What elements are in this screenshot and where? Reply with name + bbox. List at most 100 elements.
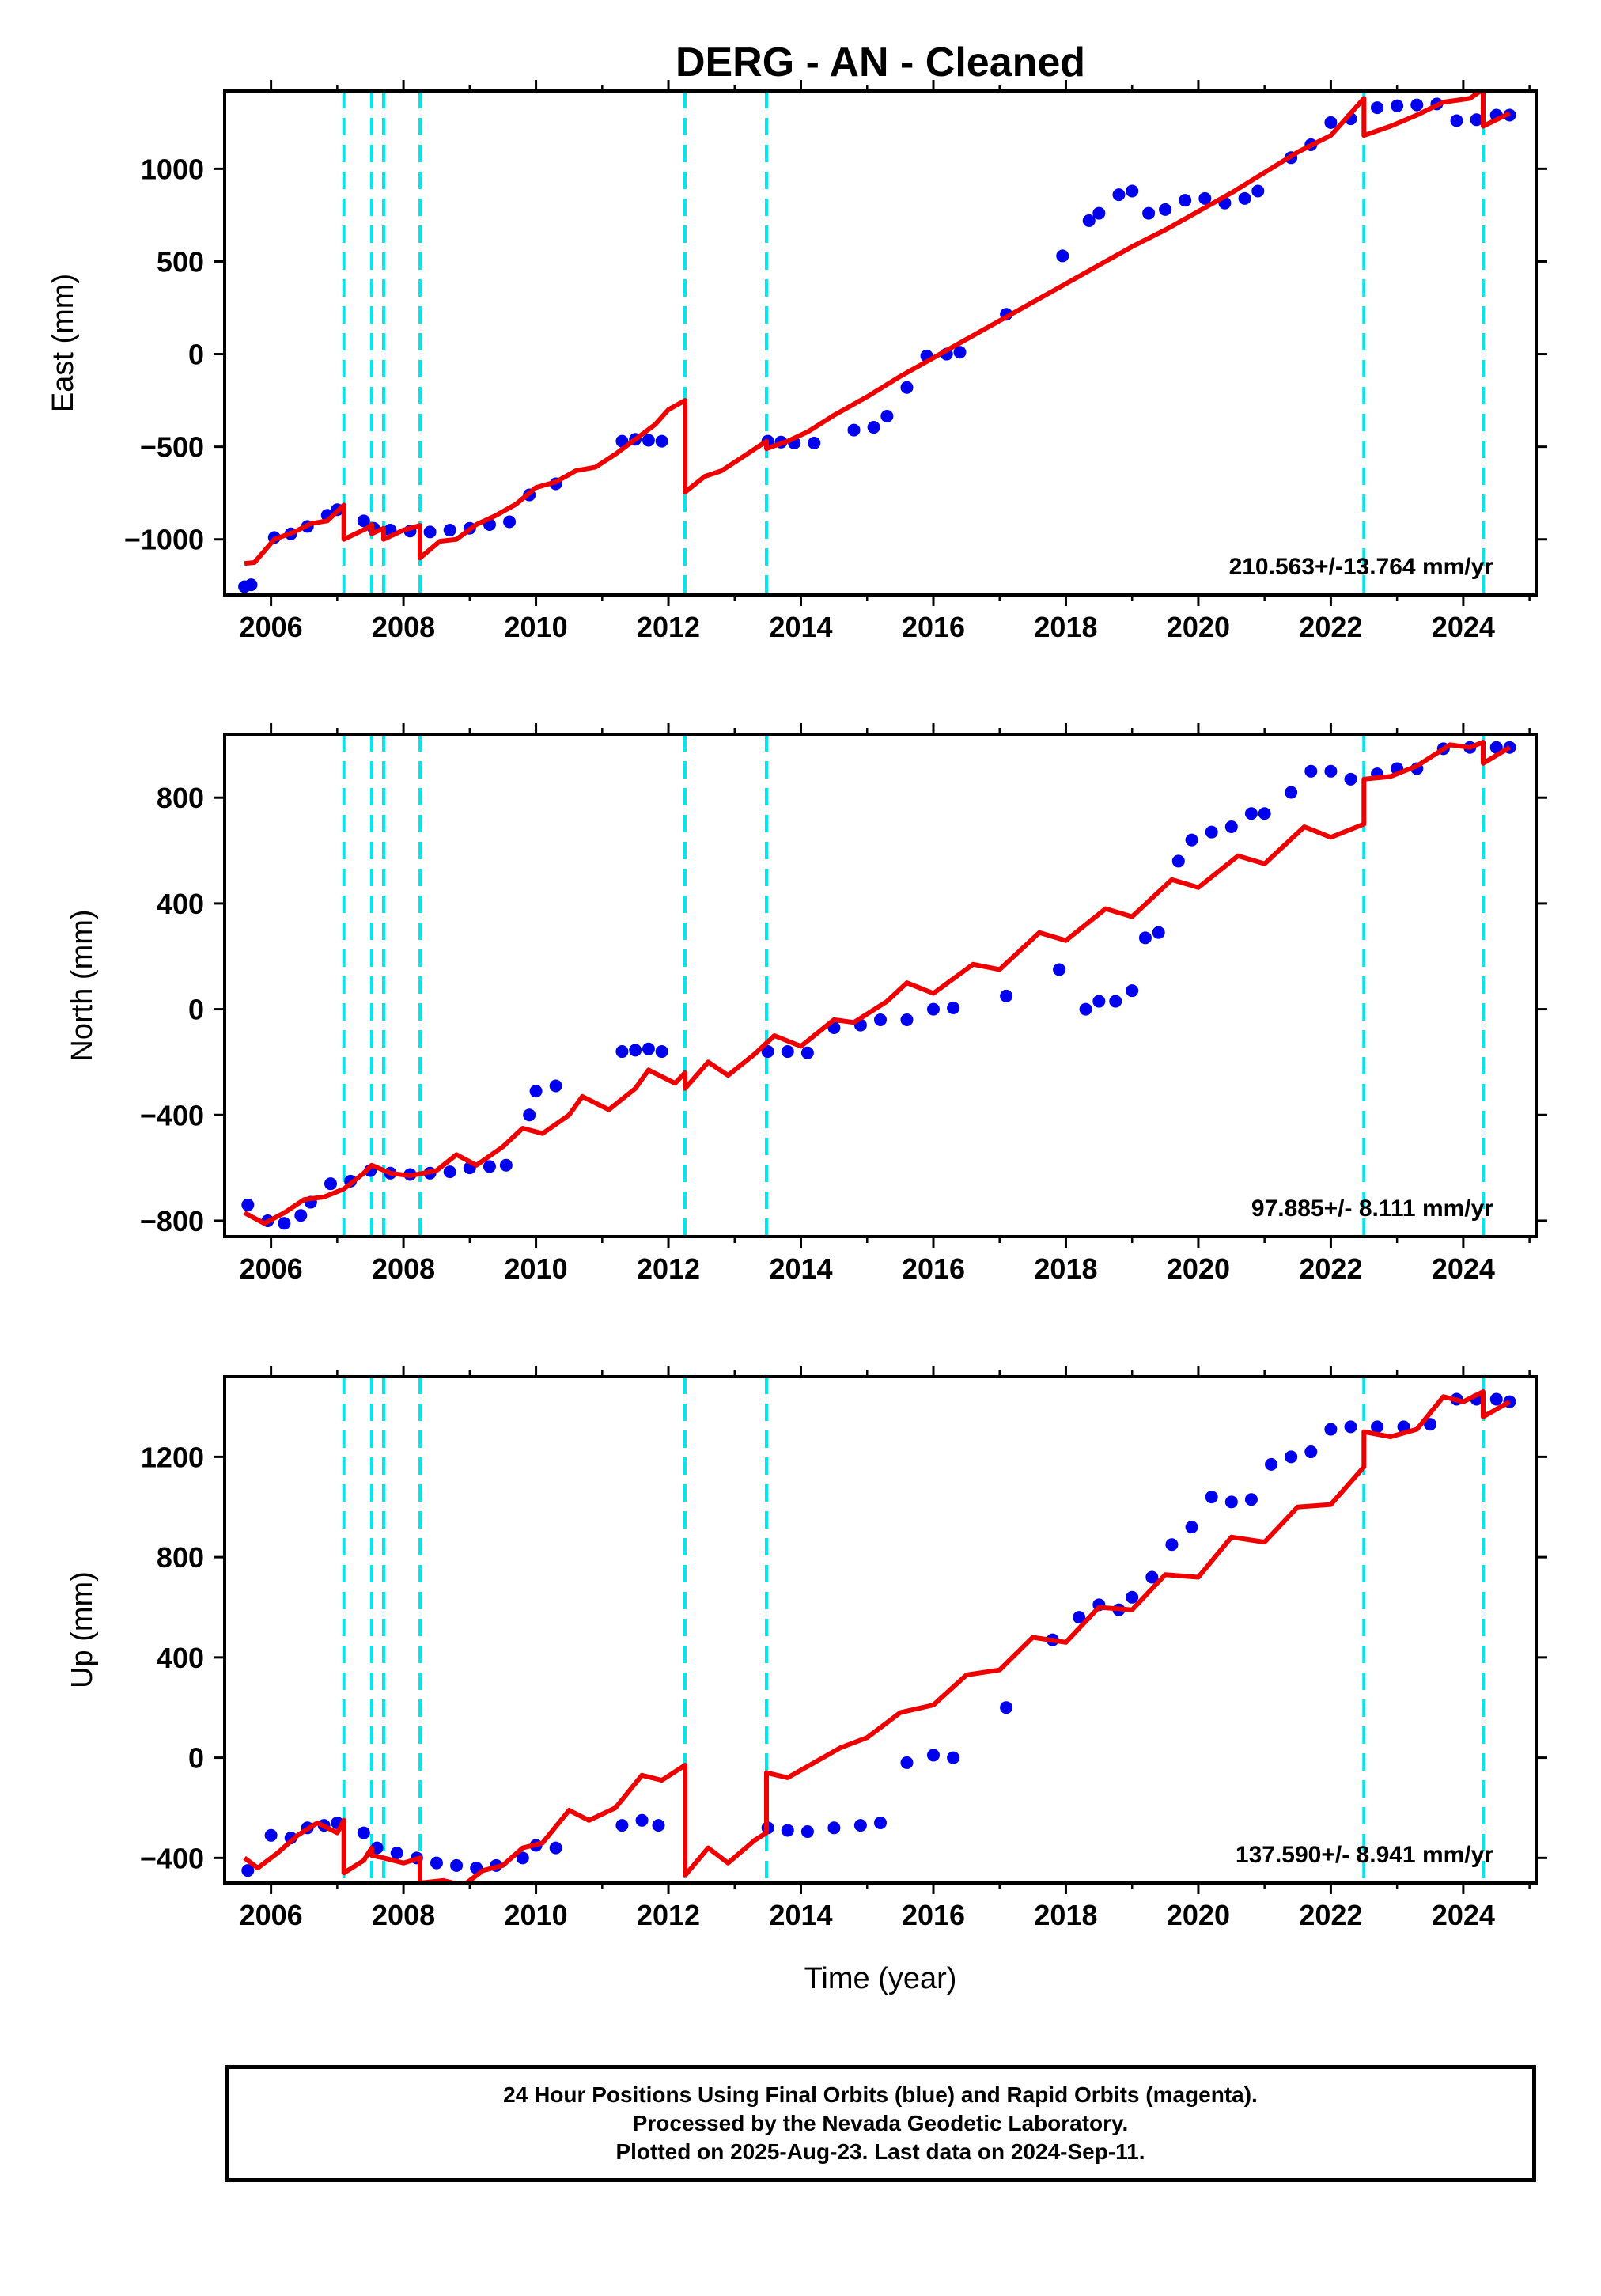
x-tick-label: 2022 xyxy=(1299,1252,1362,1285)
data-point xyxy=(1073,1611,1086,1624)
data-point xyxy=(1053,963,1066,976)
data-point xyxy=(800,1046,814,1059)
data-point xyxy=(244,578,258,592)
y-tick-label: −400 xyxy=(140,1842,204,1874)
data-point xyxy=(900,381,914,394)
data-point xyxy=(947,1751,960,1764)
x-tick-label: 2006 xyxy=(240,1252,303,1285)
data-point xyxy=(1470,113,1483,127)
data-point xyxy=(1092,995,1106,1008)
data-point xyxy=(1152,926,1165,939)
plot-frame xyxy=(223,733,1538,1238)
data-point xyxy=(1371,1420,1384,1434)
y-tick-label: −500 xyxy=(140,431,204,464)
data-point xyxy=(926,1002,940,1016)
data-point xyxy=(516,1851,529,1865)
footer-box: 24 Hour Positions Using Final Orbits (bl… xyxy=(225,2065,1536,2182)
rate-label: 137.590+/- 8.941 mm/yr xyxy=(1236,1842,1493,1868)
data-point xyxy=(874,1013,887,1026)
data-point xyxy=(294,1209,308,1222)
data-point xyxy=(629,1044,642,1057)
data-point xyxy=(430,1856,443,1870)
data-point xyxy=(503,515,517,529)
data-point xyxy=(1251,184,1265,198)
y-axis-label: Up (mm) xyxy=(66,1571,99,1688)
data-point xyxy=(1238,191,1251,205)
model-line xyxy=(244,91,1511,566)
data-point xyxy=(1410,98,1424,112)
y-tick-label: 1200 xyxy=(141,1441,204,1473)
y-tick-label: 800 xyxy=(157,782,204,814)
data-point xyxy=(1285,786,1298,799)
x-tick-label: 2018 xyxy=(1034,1252,1097,1285)
y-tick-label: 500 xyxy=(157,245,204,278)
data-point xyxy=(1000,1701,1013,1714)
data-point xyxy=(1109,995,1122,1008)
x-tick-label: 2016 xyxy=(902,1252,965,1285)
data-point xyxy=(953,346,967,359)
data-point xyxy=(1092,206,1106,220)
y-tick-label: −400 xyxy=(140,1099,204,1131)
data-point xyxy=(1000,989,1013,1002)
x-tick-label: 2022 xyxy=(1299,1899,1362,1931)
y-axis-label: East (mm) xyxy=(47,274,80,412)
data-point xyxy=(926,1749,940,1762)
x-tick-label: 2010 xyxy=(505,611,568,643)
data-point xyxy=(1304,1445,1318,1459)
data-point xyxy=(1079,1002,1092,1016)
data-point xyxy=(1179,194,1192,207)
x-tick-label: 2010 xyxy=(505,1252,568,1285)
footer-line-2: Processed by the Nevada Geodetic Laborat… xyxy=(632,2111,1129,2135)
data-point xyxy=(1344,1420,1357,1434)
data-point xyxy=(781,1045,794,1059)
y-tick-label: −800 xyxy=(140,1205,204,1237)
x-tick-label: 2006 xyxy=(240,1899,303,1931)
x-tick-label: 2022 xyxy=(1299,611,1362,643)
x-tick-label: 2016 xyxy=(902,1899,965,1931)
data-point xyxy=(549,1841,562,1855)
data-point xyxy=(241,1198,255,1211)
data-point xyxy=(761,1045,774,1059)
plot-frame xyxy=(223,1375,1538,1885)
data-point xyxy=(1265,1457,1278,1471)
x-tick-label: 2024 xyxy=(1432,611,1495,643)
data-point xyxy=(1145,1570,1159,1584)
data-point xyxy=(241,1864,255,1877)
panel-up: 2006 2008 2010 2012 2014 2016 2018 2020 2022 2024… xyxy=(66,1366,1547,1931)
data-point xyxy=(1285,1450,1298,1464)
x-tick-label: 2008 xyxy=(372,1899,435,1931)
x-tick-label: 2018 xyxy=(1034,1899,1097,1931)
data-point xyxy=(1159,203,1172,216)
chart-title: DERG - AN - Cleaned xyxy=(676,40,1085,85)
y-tick-label: 400 xyxy=(157,1642,204,1674)
data-point xyxy=(1224,1495,1238,1509)
y-tick-label: 400 xyxy=(157,888,204,920)
data-point xyxy=(652,1819,665,1832)
data-point xyxy=(635,1813,649,1827)
data-point xyxy=(499,1158,513,1172)
data-point xyxy=(324,1177,337,1191)
data-point xyxy=(1185,1521,1198,1534)
data-point xyxy=(1205,1491,1218,1504)
data-point xyxy=(357,1826,370,1839)
data-point xyxy=(880,410,894,423)
data-point xyxy=(529,1085,543,1098)
data-point xyxy=(853,1819,867,1832)
x-tick-label: 2020 xyxy=(1167,1252,1230,1285)
data-point xyxy=(1112,188,1126,202)
x-tick-label: 2014 xyxy=(769,1252,832,1285)
data-point xyxy=(1424,1418,1437,1431)
data-point xyxy=(1126,1590,1139,1604)
plot-area xyxy=(238,91,1516,595)
plot-area xyxy=(241,1377,1516,1883)
data-point xyxy=(642,1042,655,1055)
data-point xyxy=(1450,114,1463,127)
panel-east: 2006 2008 2010 2012 2014 2016 2018 2020 2022 2024… xyxy=(47,80,1547,643)
data-point xyxy=(1304,764,1318,778)
y-tick-label: 1000 xyxy=(141,153,204,185)
plot-area xyxy=(241,734,1516,1237)
x-tick-label: 2014 xyxy=(769,611,832,643)
data-point xyxy=(523,1108,536,1122)
data-point xyxy=(642,434,655,447)
